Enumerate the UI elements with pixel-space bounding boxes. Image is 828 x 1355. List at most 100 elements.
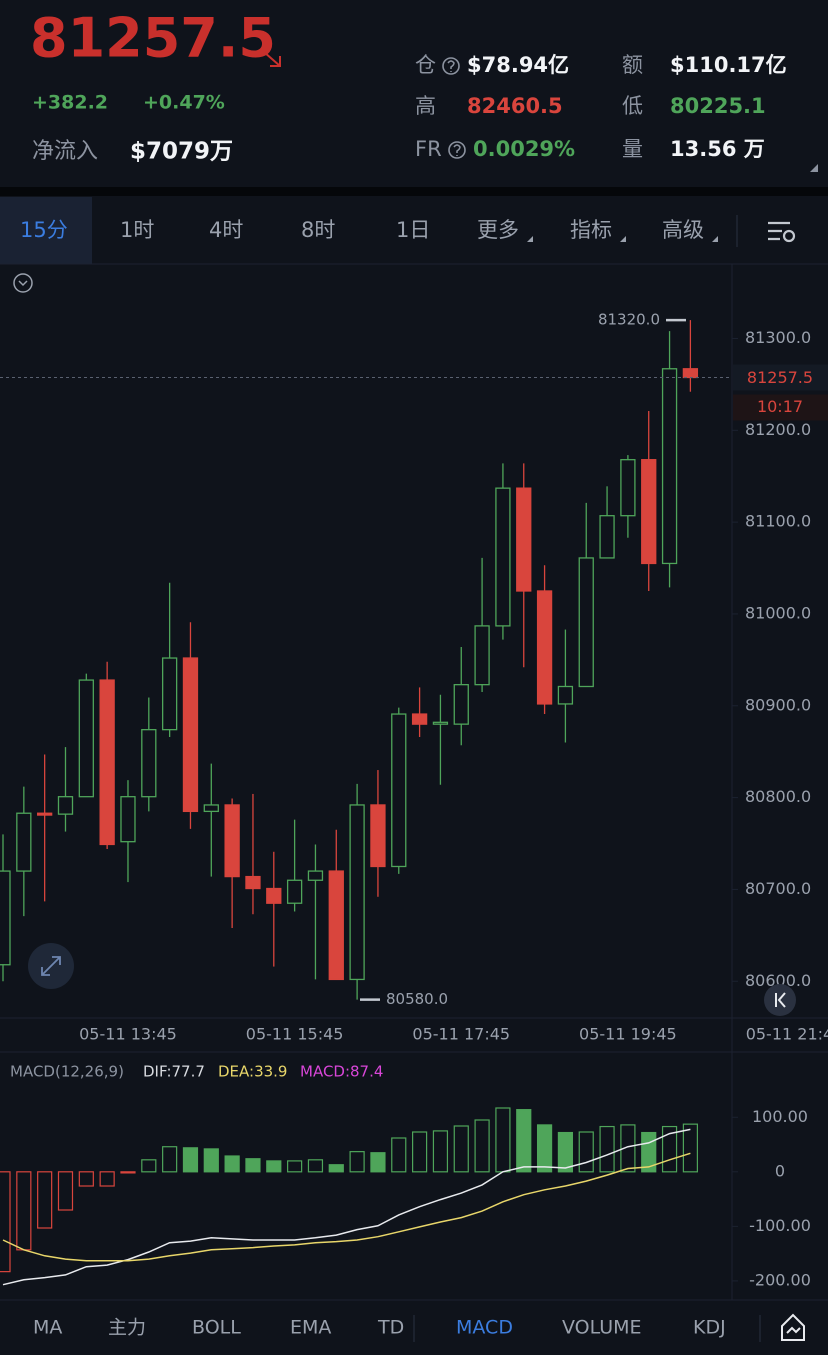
y-tick-label: 80700.0 — [745, 879, 811, 898]
dea-line — [2, 1152, 691, 1262]
indicator-tab[interactable]: MACD — [456, 1317, 513, 1339]
help-icon[interactable] — [448, 141, 466, 159]
macd-legend: DIF:77.7 — [143, 1063, 205, 1081]
period-tab[interactable]: 1日 — [396, 218, 430, 242]
stat-label: 低 — [622, 94, 643, 118]
macd-bar — [266, 1160, 282, 1173]
macd-bar — [391, 1137, 407, 1173]
macd-bar — [557, 1131, 574, 1173]
macd-bar — [412, 1131, 428, 1173]
y-tick-label: -200.00 — [749, 1270, 811, 1289]
macd-bar — [578, 1131, 594, 1173]
dropdown-icon — [527, 236, 533, 242]
macd-bar — [99, 1171, 115, 1187]
candle-body — [557, 685, 574, 705]
x-tick-label: 05-11 15:45 — [246, 1025, 344, 1044]
indicator-tab[interactable]: EMA — [290, 1317, 331, 1339]
candle-body — [182, 657, 199, 813]
indicator-tab[interactable]: TD — [377, 1317, 404, 1339]
period-tab[interactable]: 指标 — [570, 218, 612, 242]
candle-body — [516, 487, 532, 592]
macd-bar — [78, 1171, 94, 1187]
macd-legend: MACD(12,26,9) — [10, 1063, 124, 1081]
macd-bar — [661, 1125, 678, 1173]
stat-label: 高 — [415, 94, 436, 118]
stat-label: FR — [415, 137, 442, 161]
macd-bar — [516, 1109, 532, 1173]
candle-body — [16, 812, 32, 872]
candle-body — [411, 713, 428, 725]
settings-icon[interactable] — [768, 221, 796, 243]
collapse-icon[interactable] — [13, 273, 33, 293]
candle-body — [453, 684, 469, 725]
change: +382.2 — [32, 92, 108, 114]
candle-body — [57, 796, 74, 815]
dropdown-icon — [712, 236, 718, 242]
stat-value: 80225.1 — [670, 94, 766, 118]
candle-body — [495, 487, 511, 627]
last-price-label: 81257.5 — [747, 368, 813, 387]
y-tick-label: -100.00 — [749, 1216, 811, 1235]
change-pct: +0.47% — [143, 92, 225, 114]
high-marker-label: 81320.0 — [598, 311, 660, 329]
draw-icon[interactable] — [781, 1313, 805, 1341]
low-marker-label: 80580.0 — [386, 990, 448, 1008]
macd-layer: 100.00 0 -100.00 -200.00 — [0, 1107, 811, 1289]
dif-line — [2, 1128, 691, 1286]
expand-icon[interactable] — [28, 943, 74, 989]
period-tab[interactable]: 高级 — [662, 218, 704, 242]
candle-body — [328, 870, 344, 981]
stat-value: 0.0029% — [473, 137, 575, 161]
tab-selected-bg — [0, 197, 92, 264]
period-tab[interactable]: 15分 — [20, 218, 68, 242]
macd-legend: DEA:33.9 — [218, 1063, 287, 1081]
indicator-tab[interactable]: 主力 — [108, 1317, 146, 1339]
macd-bar — [162, 1146, 178, 1173]
candle-body — [286, 879, 303, 904]
x-tick-label: 05-11 17:45 — [412, 1025, 510, 1044]
y-tick-label: 80800.0 — [745, 787, 811, 806]
macd-bar — [57, 1171, 74, 1211]
y-tick-label: 100.00 — [752, 1107, 808, 1126]
period-tab[interactable]: 4时 — [209, 218, 243, 242]
macd-bar — [141, 1159, 157, 1173]
candle-body — [245, 875, 261, 890]
candle-body — [391, 713, 407, 868]
macd-bar — [224, 1155, 240, 1173]
y-tick-label: 81100.0 — [745, 512, 811, 531]
candle-body — [620, 459, 636, 517]
scroll-icon[interactable] — [764, 984, 796, 1016]
trend-arrow — [263, 51, 281, 67]
period-tab[interactable]: 1时 — [120, 218, 154, 242]
indicator-tab[interactable]: VOLUME — [562, 1317, 642, 1339]
macd-bar — [453, 1125, 469, 1173]
macd-bar — [536, 1124, 553, 1173]
period-tab[interactable]: 更多 — [477, 218, 519, 242]
candle-body — [78, 679, 94, 798]
y-tick-label: 80900.0 — [745, 695, 811, 714]
indicator-tab[interactable]: KDJ — [693, 1317, 726, 1339]
indicator-tab[interactable]: MA — [33, 1317, 62, 1339]
macd-bar — [599, 1125, 615, 1173]
stat-value: 13.56 万 — [670, 137, 765, 161]
indicator-tab[interactable]: BOLL — [192, 1317, 241, 1339]
candle-body — [120, 796, 136, 843]
period-tab[interactable]: 8时 — [301, 218, 335, 242]
macd-bar — [0, 1171, 11, 1273]
macd-bar — [474, 1119, 490, 1173]
candle-body — [370, 804, 386, 868]
macd-bar — [37, 1171, 53, 1229]
macd-bar — [287, 1160, 303, 1173]
y-tick-label: 81200.0 — [745, 420, 811, 439]
stat-label: 额 — [622, 53, 643, 77]
macd-bar — [120, 1171, 136, 1174]
macd-bar — [682, 1123, 698, 1173]
candle-body — [203, 804, 219, 813]
macd-bar — [370, 1152, 386, 1173]
y-tick-label: 80600.0 — [745, 971, 811, 990]
help-icon[interactable] — [442, 57, 460, 75]
candle-body — [578, 557, 594, 688]
